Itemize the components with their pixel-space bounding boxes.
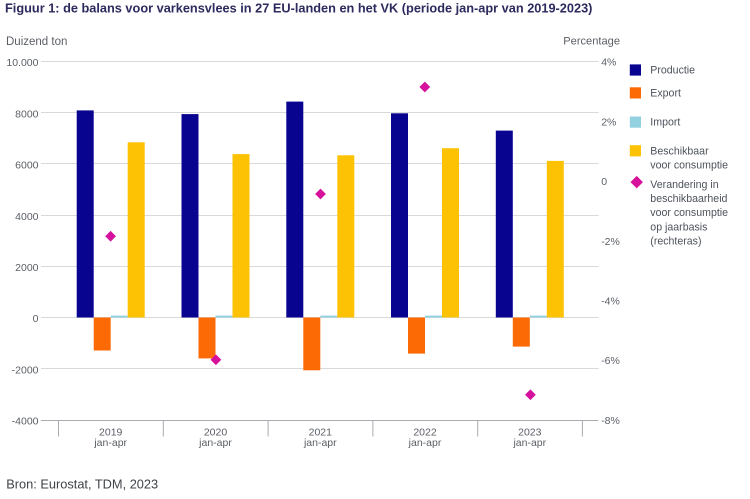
svg-text:-2%: -2% (601, 236, 620, 248)
svg-text:10.000: 10.000 (6, 57, 38, 69)
svg-text:op jaarbasis: op jaarbasis (650, 221, 707, 233)
svg-text:jan-apr: jan-apr (303, 437, 337, 449)
svg-text:Bron: Eurostat, TDM, 2023: Bron: Eurostat, TDM, 2023 (6, 477, 158, 492)
svg-text:Productie: Productie (650, 65, 695, 77)
svg-text:4%: 4% (601, 57, 616, 69)
svg-text:jan-apr: jan-apr (408, 437, 442, 449)
svg-text:4000: 4000 (15, 211, 39, 223)
svg-text:-2000: -2000 (12, 364, 39, 376)
svg-text:Figuur 1: de balans voor varke: Figuur 1: de balans voor varkensvlees in… (5, 0, 592, 15)
svg-text:0: 0 (33, 313, 39, 325)
svg-text:voor consumptie: voor consumptie (650, 207, 728, 219)
svg-text:2022: 2022 (413, 427, 437, 439)
svg-text:jan-apr: jan-apr (512, 437, 546, 449)
svg-text:jan-apr: jan-apr (198, 437, 232, 449)
svg-text:Verandering in: Verandering in (650, 179, 718, 191)
svg-text:voor consumptie: voor consumptie (650, 160, 728, 172)
svg-text:2023: 2023 (518, 427, 542, 439)
svg-text:Beschikbaar: Beschikbaar (650, 145, 709, 157)
svg-text:-4%: -4% (601, 296, 620, 308)
svg-text:Percentage: Percentage (563, 35, 620, 47)
svg-text:2019: 2019 (99, 427, 123, 439)
svg-text:2%: 2% (601, 116, 616, 128)
svg-text:2020: 2020 (204, 427, 228, 439)
svg-text:6000: 6000 (15, 160, 39, 172)
svg-text:-4000: -4000 (12, 416, 39, 428)
svg-text:-8%: -8% (601, 415, 620, 427)
svg-text:Import: Import (650, 117, 680, 129)
svg-text:0: 0 (601, 176, 607, 188)
svg-text:(rechteras): (rechteras) (650, 236, 701, 248)
svg-text:8000: 8000 (15, 108, 39, 120)
svg-text:jan-apr: jan-apr (93, 437, 127, 449)
svg-text:beschikbaarheid: beschikbaarheid (650, 193, 727, 205)
svg-text:2021: 2021 (309, 427, 333, 439)
svg-text:2000: 2000 (15, 262, 39, 274)
svg-text:-6%: -6% (601, 355, 620, 367)
svg-text:Export: Export (650, 88, 681, 100)
svg-text:Duizend ton: Duizend ton (6, 36, 67, 48)
